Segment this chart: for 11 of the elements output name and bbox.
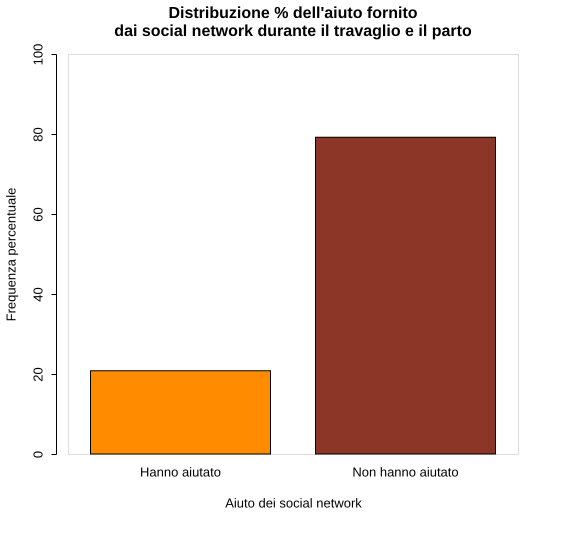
- y-axis-title: Frequenza percentuale: [4, 188, 18, 322]
- y-tick-label: 20: [30, 367, 46, 382]
- x-tick-label: Hanno aiutato: [140, 464, 221, 480]
- y-tick-label: 100: [30, 44, 46, 66]
- y-tick-label: 80: [30, 127, 46, 142]
- y-tick-label: 0: [30, 450, 46, 458]
- x-axis-title: Aiuto dei social network: [225, 496, 362, 510]
- y-tick-label: 60: [30, 207, 46, 222]
- chart-title: Distribuzione % dell'aiuto fornito dai social network durante il travaglio e il parto: [114, 5, 472, 40]
- x-tick-label: Non hanno aiutato: [352, 464, 459, 480]
- y-tick-label: 40: [30, 287, 46, 302]
